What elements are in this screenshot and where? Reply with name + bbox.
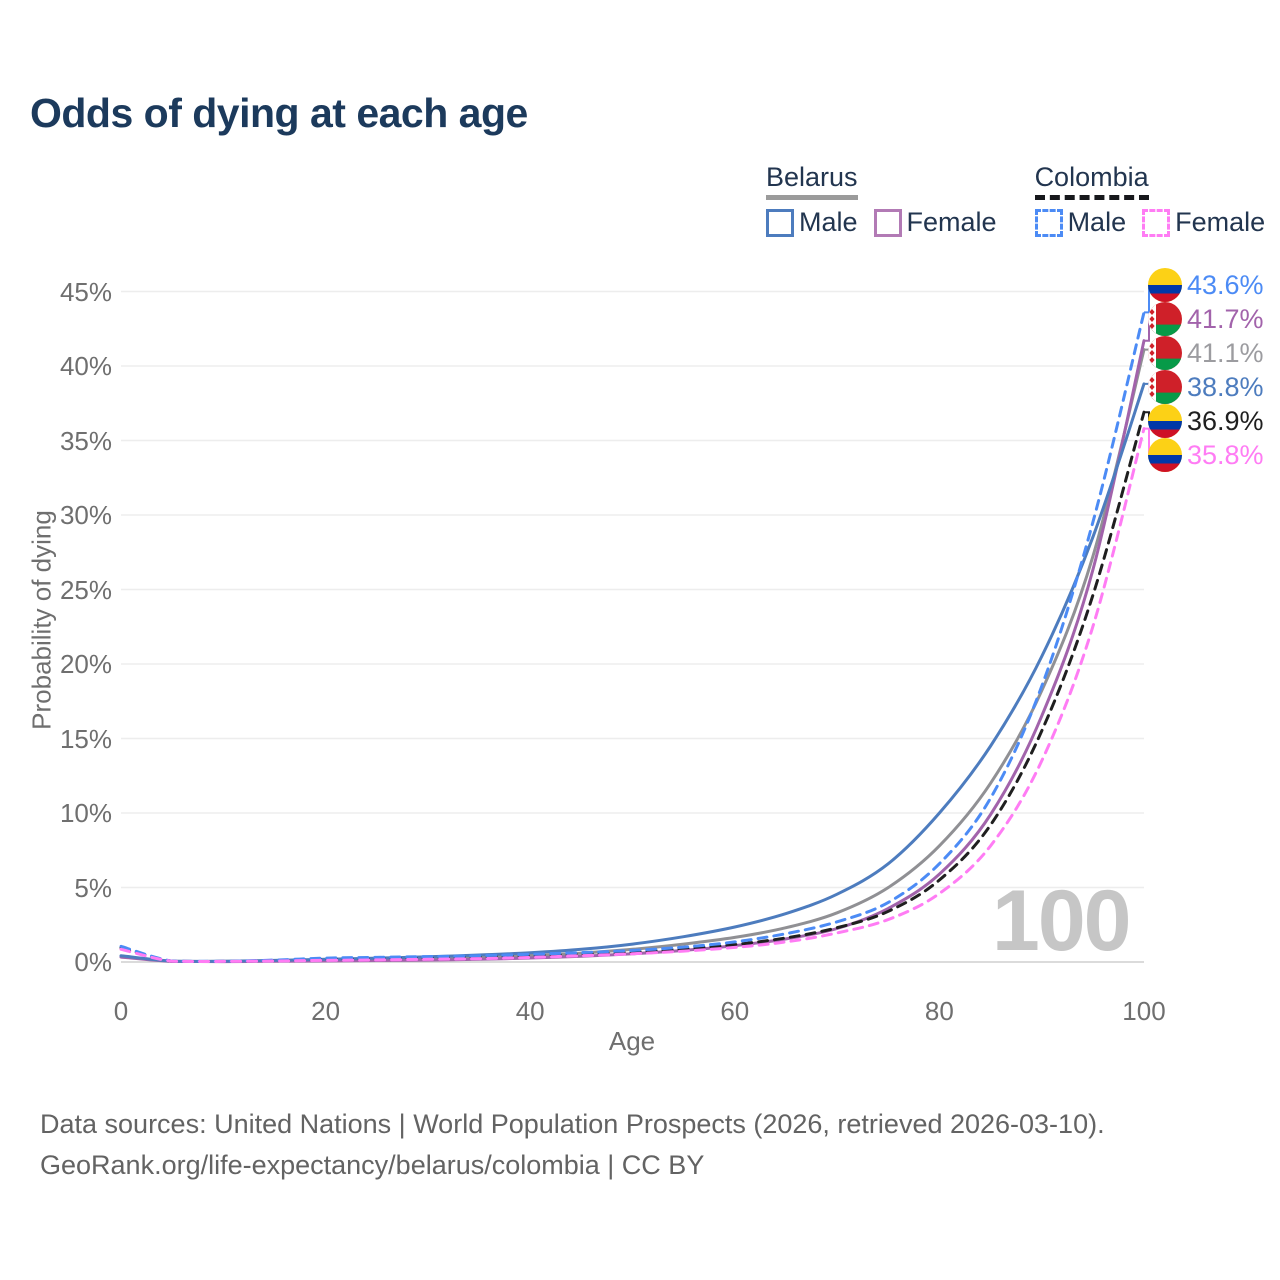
footer: Data sources: United Nations | World Pop…	[40, 1104, 1105, 1186]
legend-item-label: Female	[1175, 207, 1266, 237]
legend-group-colombia: Colombia Male Female	[1034, 162, 1265, 238]
colombia-male-swatch-icon	[1034, 208, 1063, 237]
legend-item-label: Male	[799, 207, 858, 237]
end-label-colombia-male: 43.6%	[1148, 268, 1264, 302]
y-tick-label: 10%	[59, 798, 112, 828]
series-line-belarus-female[interactable]	[119, 339, 1146, 964]
y-tick-label: 0%	[74, 947, 112, 977]
end-label-value: 41.7%	[1187, 304, 1264, 334]
colombia-female-swatch-icon	[1142, 208, 1171, 237]
legend-items-belarus: Male Female	[766, 207, 997, 238]
colombia-flag-icon	[1148, 268, 1182, 302]
end-label-belarus-total: 41.1%	[1148, 336, 1264, 370]
legend-country-belarus: Belarus	[766, 162, 858, 200]
x-axis-title: Age	[608, 1026, 656, 1056]
x-tick-label: 0	[113, 996, 129, 1026]
colombia-flag-icon	[1148, 404, 1182, 438]
legend-item-colombia-male[interactable]: Male	[1034, 207, 1127, 238]
legend-item-label: Male	[1067, 207, 1127, 237]
x-tick-label: 60	[720, 996, 750, 1026]
series-line-colombia-total[interactable]	[119, 410, 1146, 963]
end-label-belarus-male: 38.8%	[1148, 370, 1264, 404]
end-label-belarus-female: 41.7%	[1148, 302, 1264, 336]
y-tick-label: 20%	[59, 649, 112, 679]
y-tick-label: 5%	[74, 872, 112, 903]
legend-item-belarus-male[interactable]: Male	[766, 207, 858, 238]
footer-line-2: GeoRank.org/life-expectancy/belarus/colo…	[40, 1150, 705, 1180]
legend-item-belarus-female[interactable]: Female	[873, 207, 997, 238]
y-tick-label: 15%	[59, 723, 112, 754]
age-watermark: 100	[992, 873, 1131, 969]
y-tick-label: 25%	[59, 574, 112, 605]
footer-line-1: Data sources: United Nations | World Pop…	[40, 1109, 1105, 1139]
x-tick-label: 100	[1122, 996, 1166, 1026]
series-line-colombia-male[interactable]	[119, 310, 1146, 963]
end-label-value: 36.9%	[1187, 406, 1264, 436]
end-label-value: 41.1%	[1187, 338, 1264, 368]
end-label-value: 38.8%	[1187, 372, 1264, 402]
legend-country-colombia: Colombia	[1034, 162, 1149, 200]
end-label-colombia-total: 36.9%	[1148, 404, 1264, 438]
legend-item-label: Female	[906, 207, 997, 237]
colombia-flag-icon	[1148, 438, 1182, 472]
legend-items-colombia: Male Female	[1034, 207, 1265, 238]
y-tick-label: 40%	[59, 351, 112, 381]
series-line-colombia-female[interactable]	[119, 427, 1146, 963]
belarus-female-swatch-icon	[873, 208, 902, 237]
series-line-belarus-male[interactable]	[119, 382, 1146, 963]
belarus-flag-icon	[1148, 336, 1182, 370]
belarus-male-swatch-icon	[766, 208, 794, 237]
y-tick-label: 30%	[59, 500, 112, 530]
legend: Belarus Male Female Colombia Male	[766, 162, 1265, 238]
x-tick-label: 40	[515, 996, 545, 1026]
end-label-colombia-female: 35.8%	[1148, 438, 1264, 472]
end-label-value: 43.6%	[1187, 270, 1264, 300]
legend-group-belarus: Belarus Male Female	[766, 162, 997, 238]
end-label-value: 35.8%	[1187, 440, 1264, 470]
belarus-flag-icon	[1148, 370, 1182, 404]
x-tick-label: 20	[311, 996, 341, 1026]
y-tick-label: 35%	[59, 425, 112, 456]
chart-title: Odds of dying at each age	[30, 90, 528, 136]
y-axis-title: Probability of dying	[26, 510, 57, 730]
legend-item-colombia-female[interactable]: Female	[1142, 207, 1265, 238]
series-line-belarus-total[interactable]	[119, 348, 1146, 963]
x-tick-label: 80	[924, 996, 954, 1026]
belarus-flag-icon	[1148, 302, 1182, 336]
y-tick-label: 45%	[59, 276, 112, 307]
